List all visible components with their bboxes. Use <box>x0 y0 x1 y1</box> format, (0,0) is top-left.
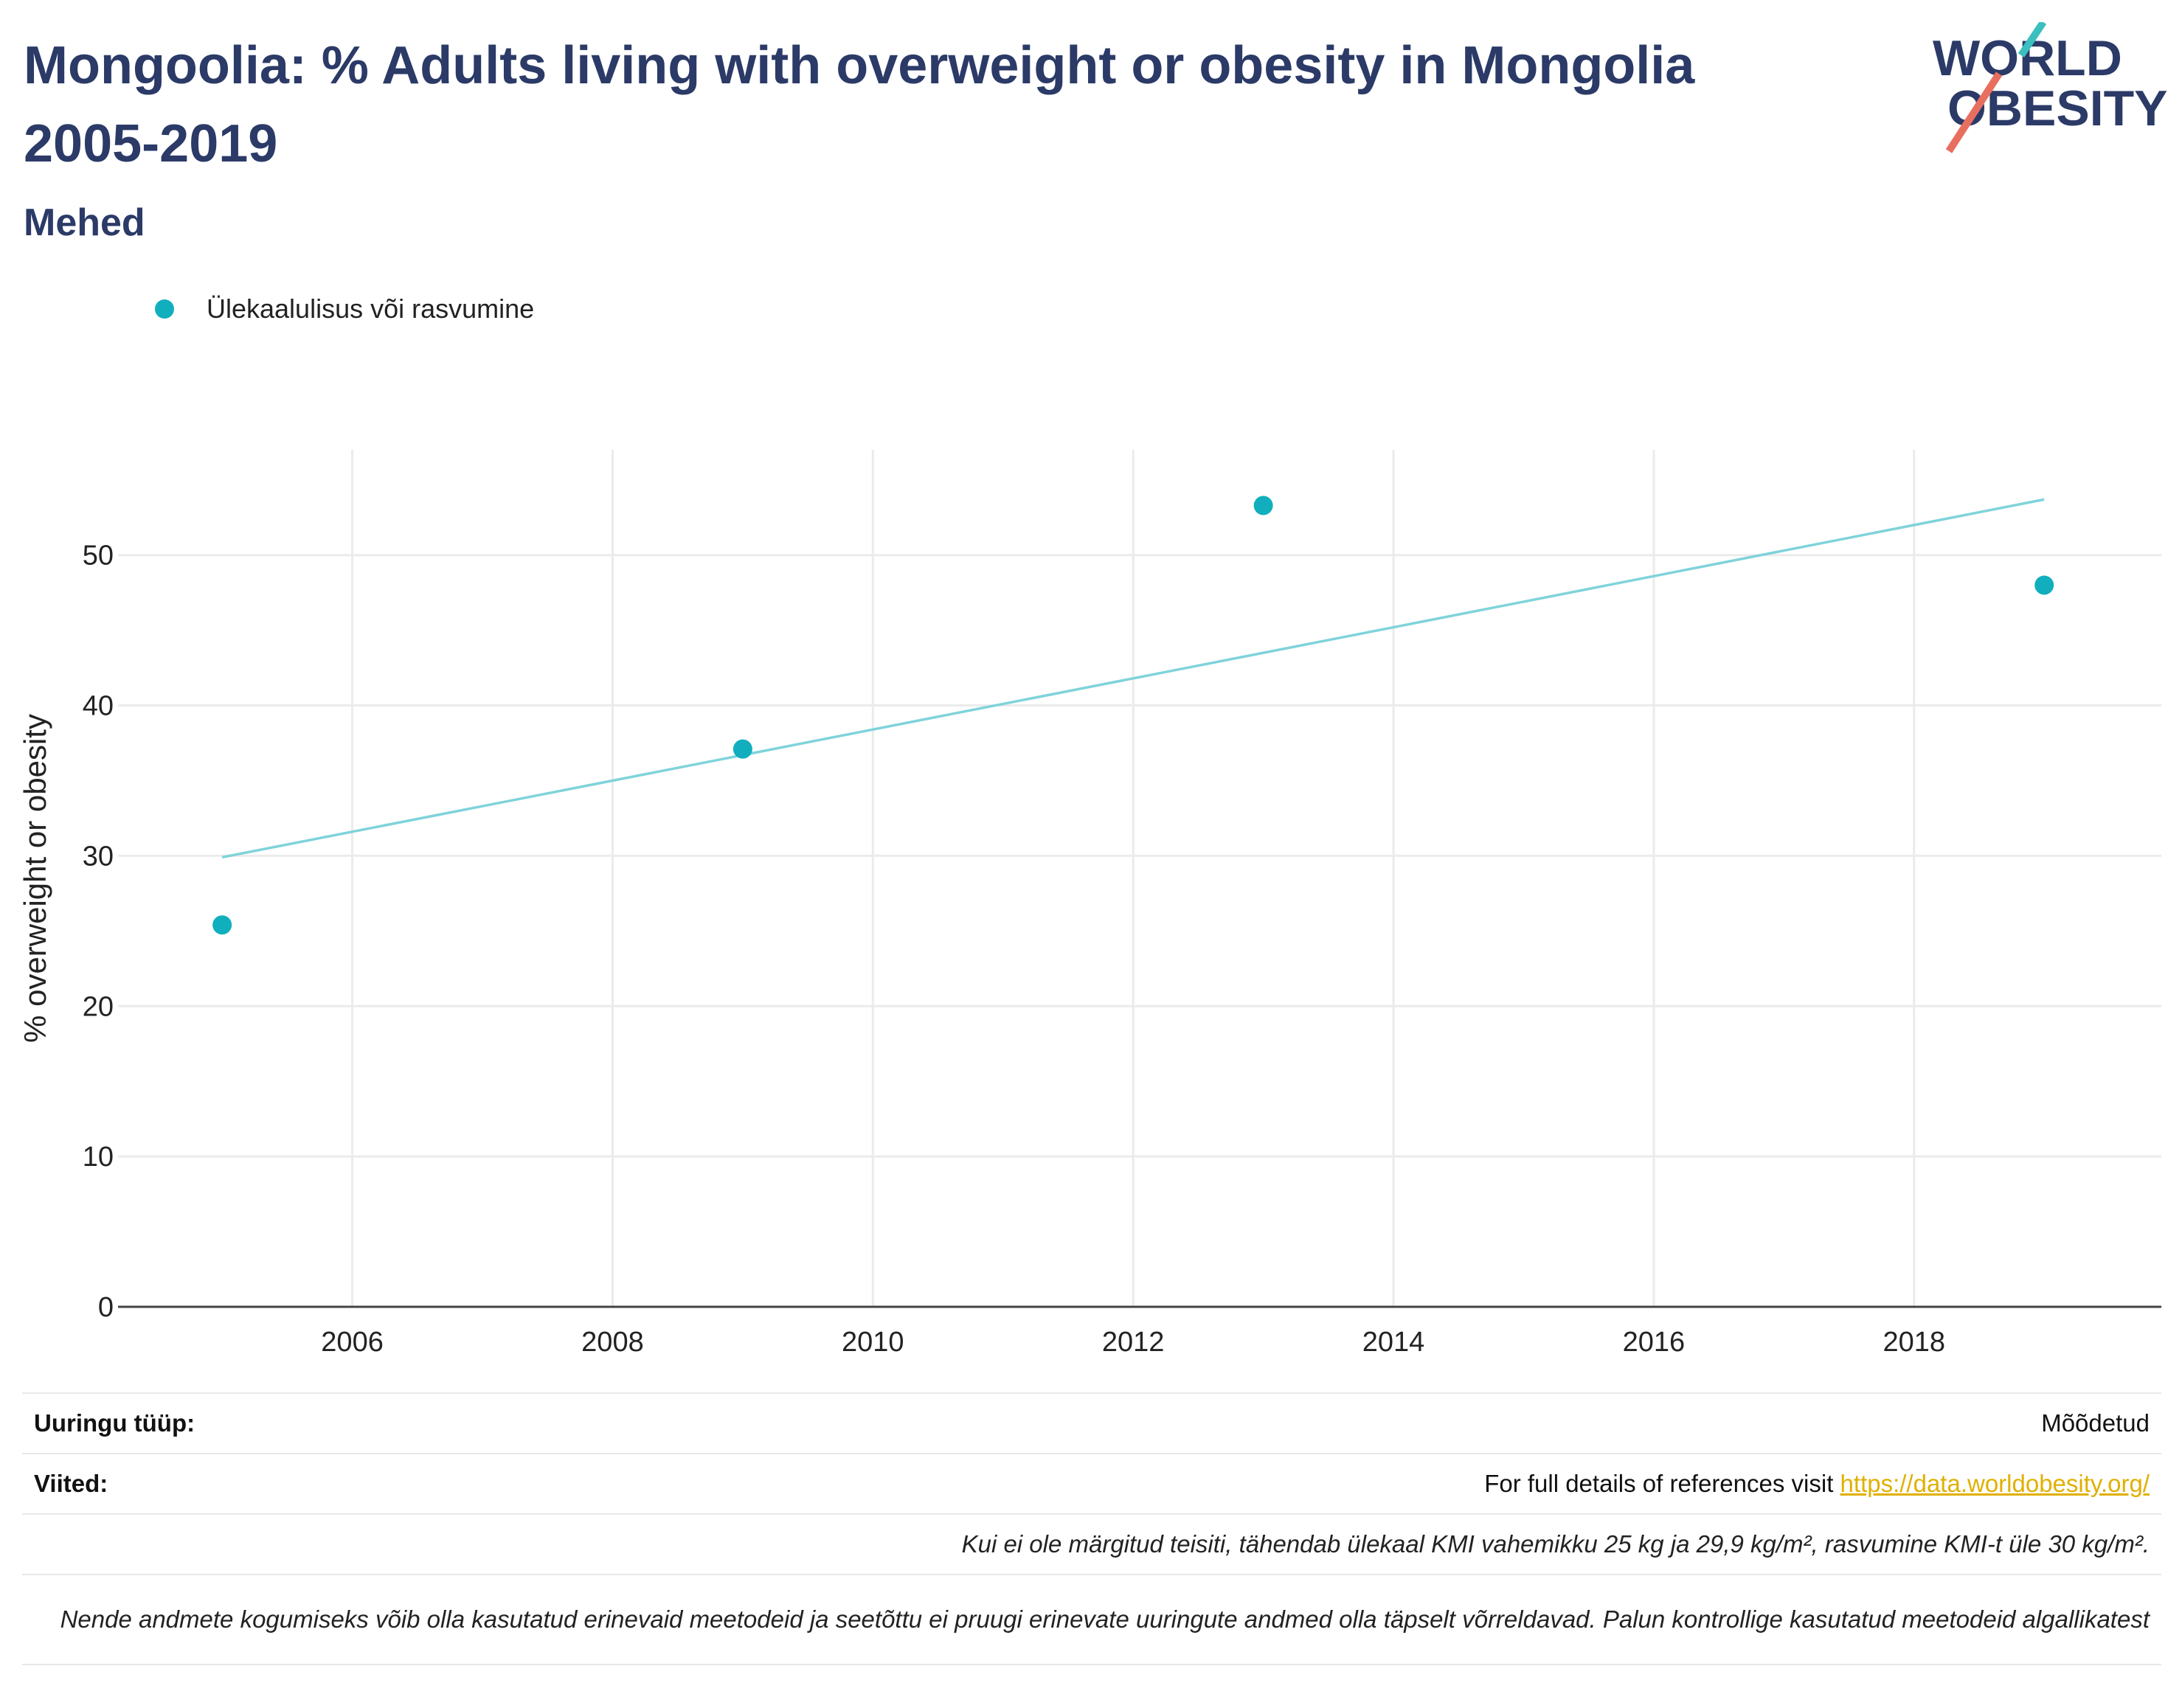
y-tick-label: 30 <box>83 841 114 872</box>
data-point <box>2034 575 2054 595</box>
definition-note: Kui ei ole märgitud teisiti, tähendab ül… <box>961 1530 2150 1558</box>
footer-table: Uuringu tüüp: Mõõdetud Viited: For full … <box>22 1392 2161 1665</box>
definition-note-row: Kui ei ole märgitud teisiti, tähendab ül… <box>22 1513 2161 1574</box>
world-obesity-logo: WORLD OBESITY <box>1933 22 2168 153</box>
y-tick-label: 50 <box>83 541 114 572</box>
methods-note-row: Nende andmete kogumiseks võib olla kasut… <box>22 1574 2161 1665</box>
y-tick-label: 40 <box>83 691 114 722</box>
survey-type-row: Uuringu tüüp: Mõõdetud <box>22 1392 2161 1453</box>
trend-line <box>221 498 2045 859</box>
x-tick-label: 2014 <box>1362 1327 1425 1358</box>
references-row: Viited: For full details of references v… <box>22 1453 2161 1513</box>
legend-label: Ülekaalulisus või rasvumine <box>207 294 535 324</box>
data-point <box>1253 496 1273 515</box>
legend-marker <box>155 299 174 319</box>
logo-slash-coral <box>1945 72 2003 153</box>
scatter-chart: 2006 2008 2010 2012 2014 2016 2018 0 10 20 30 40 50%… <box>18 450 2161 1358</box>
logo-text-obesity: OBESITY <box>1947 80 2168 136</box>
x-tick-label: 2016 <box>1623 1327 1686 1358</box>
x-tick-label: 2018 <box>1883 1327 1946 1358</box>
survey-type-value: Mõõdetud <box>2041 1409 2150 1437</box>
legend[interactable]: Ülekaalulisus või rasvumine <box>155 294 534 324</box>
references-text: For full details of references visit <box>1484 1470 1840 1497</box>
y-axis-title: % overweight or obesity <box>18 714 52 1043</box>
methods-note: Nende andmete kogumiseks võib olla kasut… <box>60 1605 2150 1633</box>
references-label: Viited: <box>34 1470 108 1497</box>
references-link[interactable]: https://data.worldobesity.org/ <box>1840 1470 2150 1497</box>
x-tick-label: 2006 <box>321 1327 384 1358</box>
data-point <box>212 915 232 935</box>
survey-type-label: Uuringu tüüp: <box>34 1409 195 1437</box>
y-tick-label: 10 <box>83 1142 114 1173</box>
data-point <box>732 739 752 759</box>
y-tick-label: 0 <box>98 1292 114 1323</box>
y-tick-label: 20 <box>83 991 114 1022</box>
chart-title: Mongoolia: % Adults living with overweig… <box>24 36 1695 173</box>
x-tick-label: 2010 <box>842 1327 904 1358</box>
chart-subtitle: Mehed <box>24 201 145 244</box>
references-value: For full details of references visit htt… <box>1484 1470 2150 1498</box>
logo-slash-teal <box>2018 22 2047 58</box>
x-tick-label: 2012 <box>1102 1327 1165 1358</box>
x-tick-label: 2008 <box>581 1327 644 1358</box>
